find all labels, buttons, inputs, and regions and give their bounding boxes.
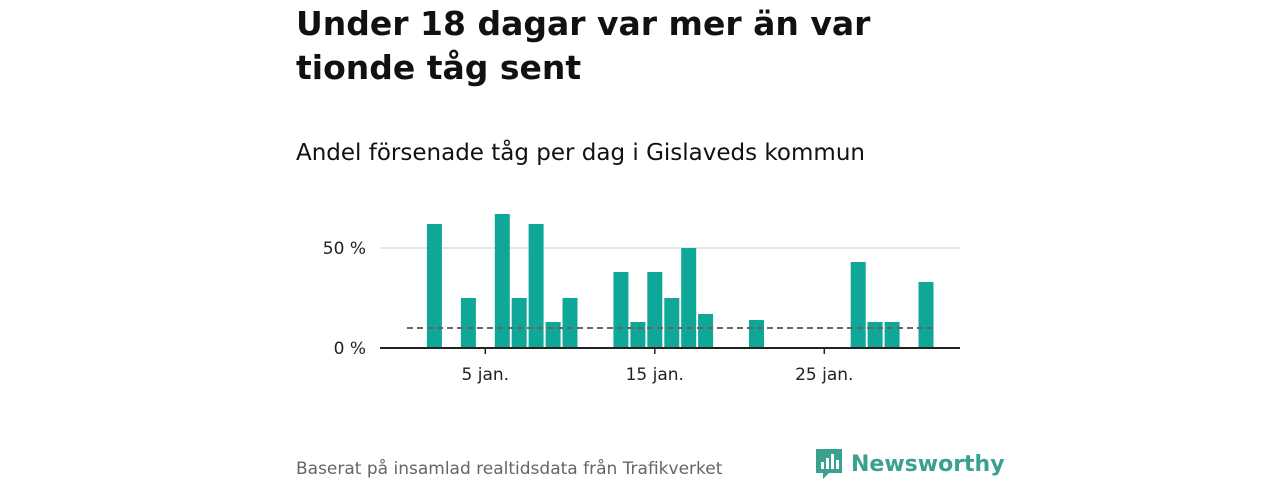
- bar: [647, 272, 663, 348]
- bar: [460, 298, 476, 348]
- brand-name: Newsworthy: [851, 451, 1005, 477]
- axes: 0 % 50 % 5 jan. 15 jan. 25 jan.: [323, 239, 960, 385]
- chart-title: Under 18 dagar var mer än var tionde tåg…: [296, 4, 871, 87]
- bar: [918, 282, 934, 348]
- source-note: Baserat på insamlad realtidsdata från Tr…: [296, 459, 723, 479]
- bar: [426, 224, 442, 348]
- bar: [884, 322, 900, 348]
- y-tick-label: 50 %: [323, 239, 366, 259]
- y-tick-label: 0 %: [334, 339, 366, 359]
- bar: [528, 224, 544, 348]
- chart-subtitle: Andel försenade tåg per dag i Gislaveds …: [296, 140, 865, 166]
- bar: [562, 298, 578, 348]
- bar: [698, 314, 714, 348]
- newsworthy-logo-icon: [816, 449, 842, 479]
- bar: [494, 214, 510, 348]
- bar: [850, 262, 866, 348]
- x-tick-label: 15 jan.: [626, 365, 684, 385]
- bar: [630, 322, 646, 348]
- x-tick-label: 5 jan.: [462, 365, 510, 385]
- bar: [681, 248, 697, 348]
- bar: [545, 322, 561, 348]
- bar: [867, 322, 883, 348]
- x-tick-label: 25 jan.: [795, 365, 853, 385]
- bar: [511, 298, 527, 348]
- bar: [749, 320, 764, 348]
- brand-logo: Newsworthy: [814, 447, 1005, 481]
- bar: [664, 298, 680, 348]
- bar: [613, 272, 629, 348]
